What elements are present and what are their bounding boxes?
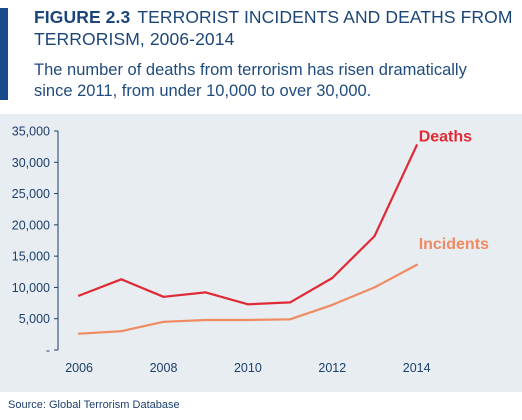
series-line-incidents-point bbox=[289, 318, 292, 321]
figure-title-line-2: TERRORISM, 2006-2014 bbox=[34, 29, 235, 49]
y-tick-label: - bbox=[46, 344, 50, 358]
series-line-incidents-point bbox=[120, 330, 123, 333]
series-label-deaths: Deaths bbox=[419, 128, 472, 145]
series-line-incidents-point bbox=[373, 286, 376, 289]
series-line-deaths-point bbox=[246, 303, 249, 306]
subtitle-line-1: The number of deaths from terrorism has … bbox=[34, 61, 467, 79]
series-line-deaths-point bbox=[78, 294, 81, 297]
series-line-incidents-point bbox=[246, 318, 249, 322]
x-tick-label: 2008 bbox=[150, 361, 178, 375]
series-line-incidents bbox=[77, 263, 418, 335]
series-line-deaths-point bbox=[331, 276, 334, 280]
subtitle-line-2: since 2011, from under 10,000 to over 30… bbox=[34, 82, 372, 100]
x-tick-label: 2014 bbox=[403, 361, 431, 375]
series-labels: Deaths Incidents bbox=[419, 128, 489, 253]
series-line-incidents-point bbox=[415, 263, 418, 267]
series-line-incidents-point bbox=[162, 320, 165, 323]
series-label-incidents: Incidents bbox=[419, 236, 489, 253]
y-tick-label: 35,000 bbox=[12, 125, 50, 139]
y-tick-label: 5,000 bbox=[19, 312, 50, 326]
x-tick-label: 2010 bbox=[234, 361, 262, 375]
y-tick-label: 15,000 bbox=[12, 250, 50, 264]
figure-subtitle: The number of deaths from terrorism has … bbox=[34, 60, 518, 102]
y-tick-label: 25,000 bbox=[12, 187, 50, 201]
accent-bar bbox=[0, 8, 8, 100]
y-axis: - 5,000 10,000 15,000 20,000 25,000 30,000 35,0… bbox=[12, 125, 59, 358]
y-tick-label: 20,000 bbox=[12, 218, 50, 232]
source-note: Source: Global Terrorism Database bbox=[8, 399, 180, 411]
x-axis: 2006 2008 2010 2012 2014 bbox=[65, 361, 430, 375]
series-line-deaths-point bbox=[289, 301, 292, 304]
series-line-deaths-point bbox=[162, 295, 165, 298]
line-chart: - 5,000 10,000 15,000 20,000 25,000 30,000 35,0… bbox=[12, 125, 489, 376]
series-line-incidents-point bbox=[204, 318, 207, 322]
series-line-deaths-point bbox=[415, 144, 418, 147]
series-line-deaths-point bbox=[120, 278, 123, 281]
series-line-incidents-point bbox=[78, 332, 81, 335]
y-tick-label: 10,000 bbox=[12, 281, 50, 295]
figure-title-line-1: FIGURE 2.3 TERRORIST INCIDENTS AND DEATHS… bbox=[34, 6, 518, 28]
series-line-deaths bbox=[77, 144, 418, 306]
series-line-deaths-point bbox=[204, 291, 207, 294]
series-line-incidents-point bbox=[331, 303, 334, 307]
figure-title: TERRORIST INCIDENTS AND DEATHS FROM bbox=[137, 7, 513, 27]
x-tick-label: 2006 bbox=[65, 361, 93, 375]
figure-label: FIGURE 2.3 bbox=[34, 7, 131, 27]
figure-header: FIGURE 2.3 TERRORIST INCIDENTS AND DEATHS… bbox=[34, 6, 518, 102]
series-lines bbox=[77, 144, 418, 335]
series-line-deaths-point bbox=[373, 235, 376, 238]
chart-panel bbox=[0, 114, 522, 392]
x-tick-label: 2012 bbox=[318, 361, 346, 375]
y-tick-label: 30,000 bbox=[12, 156, 50, 170]
